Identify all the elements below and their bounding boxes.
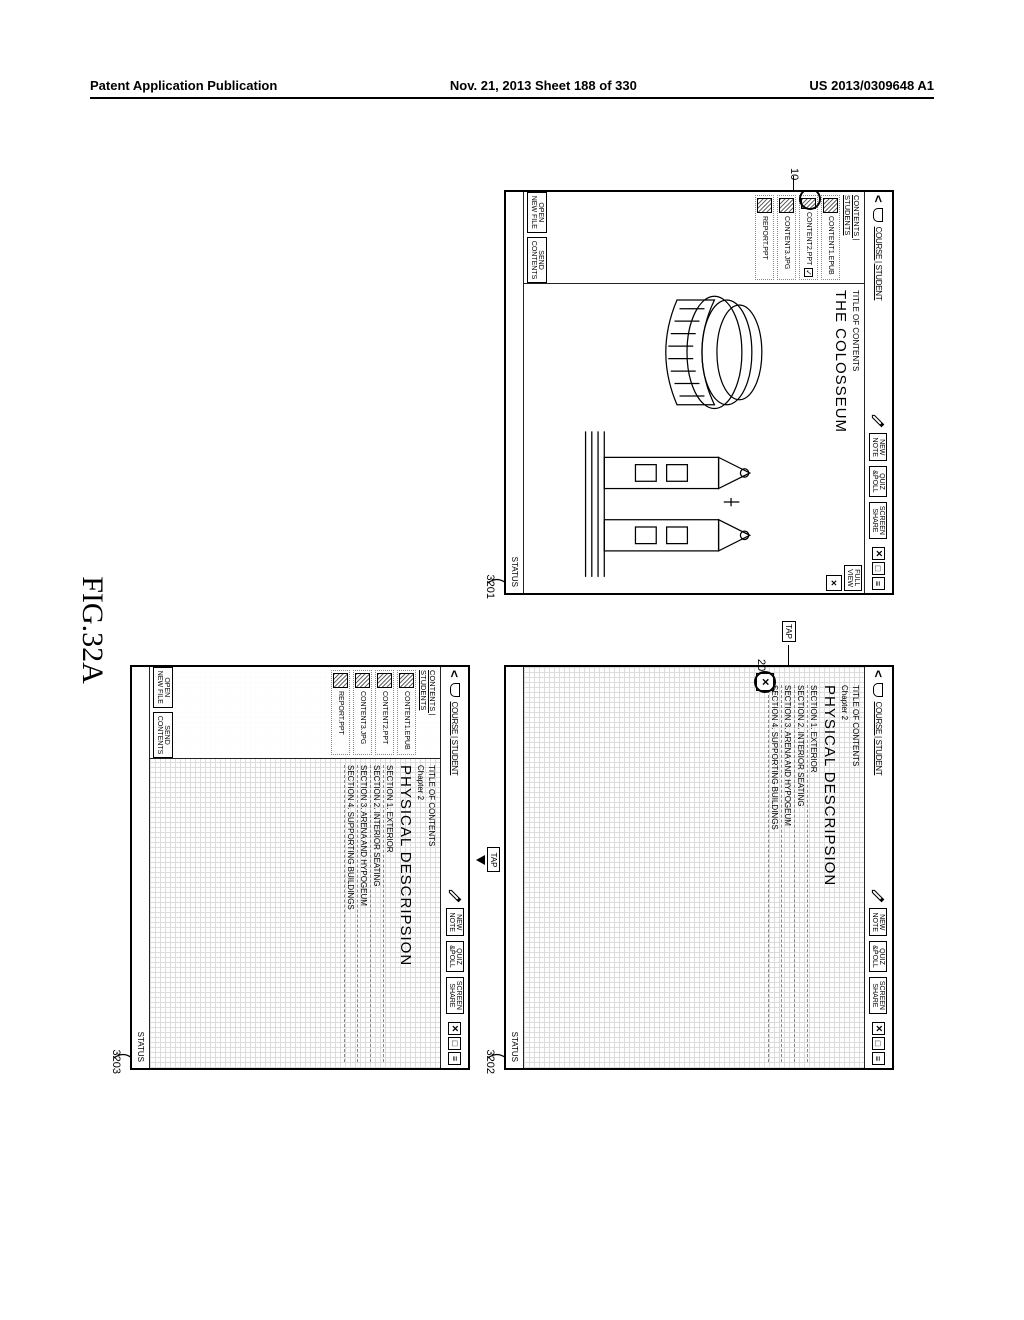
- win-close-icon[interactable]: ✕: [872, 1022, 885, 1035]
- quiz-button[interactable]: QUIZ &POLL: [870, 941, 888, 972]
- book-icon[interactable]: [450, 683, 460, 697]
- pub-number: US 2013/0309648 A1: [809, 78, 934, 93]
- tap-callout: [799, 192, 821, 210]
- page-header: Patent Application Publication Nov. 21, …: [90, 78, 934, 99]
- content-3202: TITLE OF CONTENTS Chapter 2 PHYSICAL DES…: [524, 667, 864, 1068]
- status-bar: STATUS: [132, 667, 150, 1068]
- screen-share-button[interactable]: SCREEN SHARE: [870, 502, 888, 539]
- colosseum-sketch-left: [524, 290, 830, 415]
- status-bar: STATUS: [506, 667, 524, 1068]
- topbar: < COURSE | STUDENT NEW NOTE QUIZ &POLL S…: [864, 192, 892, 593]
- close-section-button[interactable]: ✕: [756, 673, 774, 691]
- toc-label: TITLE OF CONTENTS: [851, 290, 860, 587]
- content-title: THE COLOSSEUM: [832, 290, 849, 587]
- figure-label: FIG.32A: [75, 576, 109, 684]
- win-close-icon[interactable]: ✕: [872, 547, 885, 560]
- file-item[interactable]: CONTENT2.PPT ✓: [799, 195, 818, 280]
- sidebar: CONTENTS | STUDENTS CONTENT1.EPUB CONTEN…: [150, 667, 440, 759]
- content-title: PHYSICAL DESCRIPSION: [821, 685, 838, 1062]
- toc-label: TITLE OF CONTENTS: [851, 685, 860, 1062]
- checkbox-icon[interactable]: ✓: [804, 268, 813, 277]
- panel-3201: < COURSE | STUDENT NEW NOTE QUIZ &POLL S…: [504, 190, 894, 595]
- pencil-icon[interactable]: [872, 414, 886, 428]
- new-note-button[interactable]: NEW NOTE: [870, 908, 888, 936]
- content-title: PHYSICAL DESCRIPSION: [397, 765, 414, 1062]
- file-item[interactable]: CONTENT2.PPT: [375, 670, 394, 755]
- leader-line: [488, 1051, 506, 1065]
- full-view-button[interactable]: FULL VIEW: [844, 565, 862, 591]
- leader-line: [114, 1051, 132, 1065]
- file-item[interactable]: REPORT.PPT: [331, 670, 350, 755]
- section-item[interactable]: SECTION 1. EXTERIOR: [383, 765, 394, 1062]
- section-item[interactable]: SECTION 2. INTERIOR SEATING: [794, 685, 805, 1062]
- sidebar: CONTENTS | STUDENTS CONTENT1.EPUB CONTEN…: [524, 192, 864, 284]
- back-icon[interactable]: <: [447, 670, 462, 678]
- pencil-icon[interactable]: [448, 889, 462, 903]
- content-3203: TITLE OF CONTENTS Chapter 2 PHYSICAL DES…: [150, 759, 440, 1068]
- send-contents-button[interactable]: SEND CONTENTS: [153, 712, 173, 759]
- status-bar: STATUS: [506, 192, 524, 593]
- breadcrumb[interactable]: COURSE | STUDENT: [874, 227, 883, 301]
- pub-label: Patent Application Publication: [90, 78, 277, 93]
- book-icon[interactable]: [874, 208, 884, 222]
- tower-sketch: [524, 421, 830, 587]
- breadcrumb[interactable]: COURSE | STUDENT: [874, 702, 883, 776]
- content-3201: FULL VIEW ✕ TITLE OF CONTENTS THE COLOSS…: [524, 284, 864, 593]
- open-new-file-button[interactable]: OPEN NEW FILE: [527, 192, 547, 233]
- win-menu-icon[interactable]: ≡: [448, 1052, 461, 1065]
- tap-label: TAP: [782, 621, 796, 642]
- section-item[interactable]: SECTION 4. SUPPORTING BUILDINGS: [344, 765, 355, 1062]
- file-item[interactable]: CONTENT1.EPUB: [397, 670, 416, 755]
- back-icon[interactable]: <: [871, 195, 886, 203]
- tap-callout: [754, 671, 776, 693]
- tap-arrow: TAP: [476, 847, 500, 872]
- win-max-icon[interactable]: □: [448, 1037, 461, 1050]
- book-icon[interactable]: [874, 683, 884, 697]
- toc-label: TITLE OF CONTENTS: [427, 765, 436, 1062]
- open-new-file-button[interactable]: OPEN NEW FILE: [153, 667, 173, 708]
- topbar: < COURSE | STUDENT NEW NOTE QUIZ &POLL S…: [864, 667, 892, 1068]
- topbar: < COURSE | STUDENT NEW NOTE QUIZ &POLL S…: [440, 667, 468, 1068]
- quiz-button[interactable]: QUIZ &POLL: [446, 941, 464, 972]
- breadcrumb[interactable]: COURSE | STUDENT: [450, 702, 459, 776]
- file-item[interactable]: CONTENT3.JPG: [353, 670, 372, 755]
- win-max-icon[interactable]: □: [872, 1037, 885, 1050]
- panel-3202: < COURSE | STUDENT NEW NOTE QUIZ &POLL S…: [504, 665, 894, 1070]
- quiz-button[interactable]: QUIZ &POLL: [870, 466, 888, 497]
- file-item[interactable]: REPORT.PPT: [755, 195, 774, 280]
- section-item[interactable]: SECTION 3. ARENA AND HYPOGEUM: [781, 685, 792, 1062]
- section-item[interactable]: SECTION 1. EXTERIOR: [807, 685, 818, 1062]
- section-item[interactable]: SECTION 3. ARENA AND HYPOGEUM: [357, 765, 368, 1062]
- file-item[interactable]: CONTENT1.EPUB: [821, 195, 840, 280]
- screen-share-button[interactable]: SCREEN SHARE: [870, 977, 888, 1014]
- section-item[interactable]: SECTION 4. SUPPORTING BUILDINGS: [768, 685, 779, 1062]
- pencil-icon[interactable]: [872, 889, 886, 903]
- screen-share-button[interactable]: SCREEN SHARE: [446, 977, 464, 1014]
- figure-area: < COURSE | STUDENT NEW NOTE QUIZ &POLL S…: [130, 190, 894, 1070]
- back-icon[interactable]: <: [871, 670, 886, 678]
- chapter-label: Chapter 2: [416, 765, 425, 1062]
- sheet-label: Nov. 21, 2013 Sheet 188 of 330: [450, 78, 637, 93]
- sidebar-tabs[interactable]: CONTENTS | STUDENTS: [843, 195, 861, 280]
- section-item[interactable]: SECTION 2. INTERIOR SEATING: [370, 765, 381, 1062]
- win-max-icon[interactable]: □: [872, 562, 885, 575]
- win-close-icon[interactable]: ✕: [448, 1022, 461, 1035]
- sidebar-tabs[interactable]: CONTENTS | STUDENTS: [419, 670, 437, 755]
- ref-10: 10: [788, 168, 800, 180]
- win-menu-icon[interactable]: ≡: [872, 577, 885, 590]
- send-contents-button[interactable]: SEND CONTENTS: [527, 237, 547, 284]
- file-item[interactable]: CONTENT3.JPG: [777, 195, 796, 280]
- panel-3203: < COURSE | STUDENT NEW NOTE QUIZ &POLL S…: [130, 665, 470, 1070]
- new-note-button[interactable]: NEW NOTE: [870, 433, 888, 461]
- leader-line: [488, 576, 506, 590]
- win-menu-icon[interactable]: ≡: [872, 1052, 885, 1065]
- new-note-button[interactable]: NEW NOTE: [446, 908, 464, 936]
- chapter-label: Chapter 2: [840, 685, 849, 1062]
